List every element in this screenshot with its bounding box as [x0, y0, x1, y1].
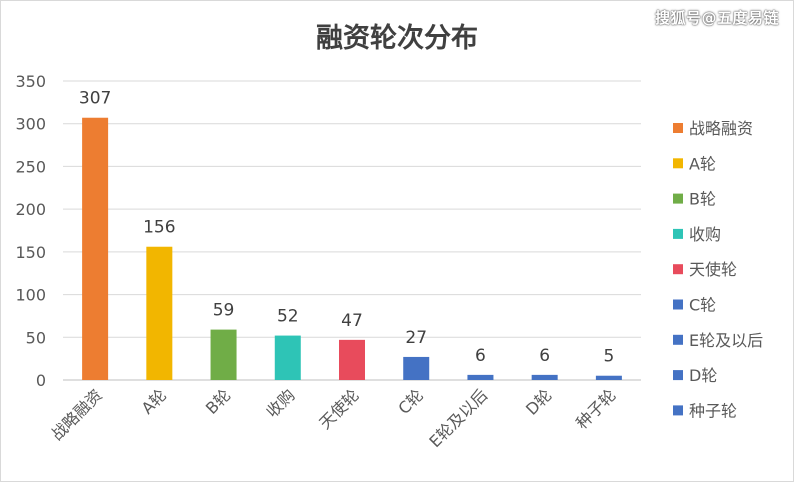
bars [82, 117, 622, 380]
data-label-2: 59 [213, 301, 235, 321]
y-tick-label: 0 [36, 371, 46, 390]
y-axis-ticks: 0 50 100 150 200 250 300 350 [15, 72, 46, 390]
legend-swatch-1 [673, 158, 683, 169]
legend-swatch-2 [673, 193, 683, 204]
data-label-5: 27 [405, 328, 427, 348]
legend-swatch-8 [673, 405, 683, 416]
legend-label-2: B轮 [689, 190, 716, 209]
legend-label-7: D轮 [689, 366, 717, 385]
legend-swatch-6 [673, 334, 683, 345]
y-tick-label: 50 [26, 328, 46, 347]
y-tick-label: 300 [15, 115, 46, 134]
legend-swatch-0 [673, 123, 683, 133]
chart-title: 融资轮次分布 [316, 23, 478, 54]
data-label-4: 47 [341, 311, 363, 331]
bar-0 [82, 117, 109, 380]
data-label-7: 6 [539, 346, 550, 366]
category-label-2: B轮 [202, 385, 235, 418]
legend-swatch-4 [673, 264, 683, 275]
legend-label-3: 收购 [689, 225, 721, 244]
y-tick-label: 200 [15, 200, 46, 219]
category-label-8: 种子轮 [572, 385, 619, 432]
bar-7 [531, 374, 558, 380]
category-label-5: C轮 [394, 385, 427, 418]
legend-swatch-5 [673, 299, 683, 310]
legend-label-1: A轮 [689, 154, 716, 173]
category-label-7: D轮 [522, 385, 555, 418]
legend-label-6: E轮及以后 [689, 331, 763, 350]
legend-label-0: 战略融资 [689, 119, 753, 138]
bar-3 [274, 335, 301, 380]
data-label-6: 6 [475, 346, 486, 366]
watermark: 搜狐号@五度易链 [654, 9, 779, 27]
bar-1 [146, 246, 173, 380]
legend-label-4: 天使轮 [689, 260, 737, 279]
y-tick-label: 350 [15, 72, 46, 91]
category-label-0: 战略融资 [47, 385, 106, 444]
bar-8 [595, 375, 622, 380]
legend-swatch-7 [673, 370, 683, 381]
y-tick-label: 100 [15, 286, 46, 305]
legend-label-5: C轮 [689, 296, 716, 315]
data-labels: 307 156 59 52 47 27 6 6 5 [79, 89, 614, 367]
data-label-3: 52 [277, 307, 299, 327]
bar-4 [339, 339, 365, 380]
data-label-0: 307 [79, 89, 111, 109]
y-tick-label: 250 [15, 157, 46, 176]
legend-label-8: 种子轮 [689, 401, 737, 420]
category-label-3: 收购 [263, 385, 299, 421]
y-tick-label: 150 [15, 243, 46, 262]
data-label-8: 5 [603, 347, 614, 367]
category-label-1: A轮 [138, 385, 170, 417]
bar-6 [467, 374, 494, 380]
data-label-1: 156 [143, 218, 175, 238]
category-label-4: 天使轮 [315, 385, 362, 432]
bar-5 [403, 356, 430, 380]
category-label-6: E轮及以后 [425, 385, 491, 451]
bar-2 [210, 329, 237, 380]
legend-swatch-3 [673, 228, 683, 239]
